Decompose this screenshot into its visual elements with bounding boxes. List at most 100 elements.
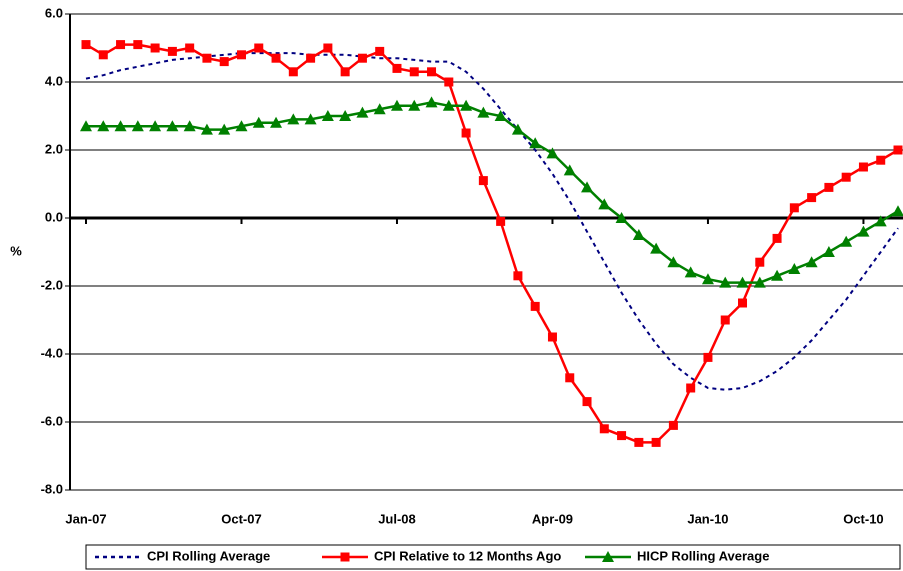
marker xyxy=(409,67,419,77)
marker xyxy=(529,137,542,149)
marker xyxy=(461,128,471,138)
marker xyxy=(200,123,213,135)
marker xyxy=(427,67,437,77)
marker xyxy=(892,205,903,217)
marker xyxy=(496,216,506,226)
legend-marker xyxy=(340,552,350,562)
marker xyxy=(789,203,799,213)
marker xyxy=(893,145,903,155)
y-tick-label: 0.0 xyxy=(45,209,63,224)
x-tick-label: Apr-09 xyxy=(532,511,573,526)
marker xyxy=(511,123,524,135)
y-tick-label: 6.0 xyxy=(45,5,63,20)
marker xyxy=(736,276,749,288)
marker xyxy=(185,43,195,53)
marker xyxy=(840,235,853,247)
x-tick-label: Jul-08 xyxy=(378,511,416,526)
marker xyxy=(304,113,317,125)
marker xyxy=(719,276,732,288)
y-tick-label: -4.0 xyxy=(41,345,63,360)
marker xyxy=(563,164,576,176)
marker xyxy=(755,257,765,267)
y-tick-label: -8.0 xyxy=(41,481,63,496)
marker xyxy=(202,53,212,63)
marker xyxy=(634,437,644,447)
marker xyxy=(703,352,713,362)
legend-label: CPI Rolling Average xyxy=(147,548,270,563)
marker xyxy=(857,225,870,237)
marker xyxy=(375,46,385,56)
marker xyxy=(874,215,887,227)
x-tick-label: Oct-10 xyxy=(843,511,883,526)
marker xyxy=(772,233,782,243)
marker xyxy=(356,106,369,118)
series-line xyxy=(85,43,899,444)
marker xyxy=(788,263,801,274)
marker xyxy=(235,120,248,132)
marker xyxy=(218,123,231,135)
marker xyxy=(651,437,661,447)
marker xyxy=(149,120,162,132)
marker xyxy=(478,176,488,186)
marker xyxy=(442,99,455,111)
marker xyxy=(98,50,108,60)
marker xyxy=(114,120,127,132)
marker xyxy=(306,53,316,63)
marker xyxy=(771,269,784,281)
x-tick-label: Oct-07 xyxy=(221,511,261,526)
marker xyxy=(271,53,281,63)
marker xyxy=(668,420,678,430)
marker xyxy=(116,40,126,50)
marker xyxy=(530,301,540,311)
marker xyxy=(390,99,403,111)
legend-label: CPI Relative to 12 Months Ago xyxy=(374,548,561,563)
marker xyxy=(339,110,352,121)
legend-marker xyxy=(602,551,614,562)
marker xyxy=(841,172,851,182)
marker xyxy=(546,147,559,159)
marker xyxy=(321,110,334,121)
marker xyxy=(738,298,748,308)
marker xyxy=(477,106,490,118)
series-line xyxy=(85,52,899,391)
marker xyxy=(357,53,367,63)
marker xyxy=(254,43,264,53)
marker xyxy=(807,193,817,203)
marker xyxy=(701,273,714,285)
marker xyxy=(460,99,473,111)
marker xyxy=(373,103,386,115)
marker xyxy=(876,155,886,165)
y-tick-label: 4.0 xyxy=(45,73,63,88)
y-tick-label: -6.0 xyxy=(41,413,63,428)
x-tick-label: Jan-07 xyxy=(65,511,106,526)
marker xyxy=(599,424,609,434)
marker xyxy=(494,110,507,121)
marker xyxy=(80,120,92,132)
marker xyxy=(167,46,177,56)
marker xyxy=(97,120,110,132)
marker xyxy=(650,242,663,254)
marker xyxy=(425,96,438,108)
marker xyxy=(598,198,611,210)
marker xyxy=(287,113,300,125)
marker xyxy=(684,266,697,278)
marker xyxy=(288,67,298,77)
marker xyxy=(753,276,766,288)
marker xyxy=(150,43,160,53)
marker xyxy=(270,116,283,128)
marker xyxy=(408,99,421,111)
marker xyxy=(133,40,143,50)
marker xyxy=(392,63,402,73)
marker xyxy=(615,212,628,223)
marker xyxy=(667,256,680,268)
marker xyxy=(219,57,229,67)
marker xyxy=(805,256,818,268)
marker xyxy=(444,77,454,87)
marker xyxy=(632,229,645,240)
legend-box xyxy=(85,544,901,570)
y-tick-label: -2.0 xyxy=(41,277,63,292)
y-tick-label: 2.0 xyxy=(45,141,63,156)
marker xyxy=(131,120,144,132)
marker xyxy=(513,271,523,281)
